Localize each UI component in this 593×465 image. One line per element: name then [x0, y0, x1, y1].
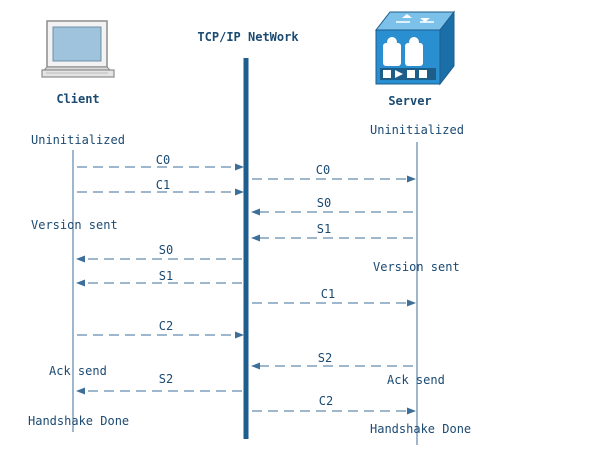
message-label: S2	[318, 351, 332, 365]
client-state-handshake-done: Handshake Done	[28, 414, 129, 428]
network-title: TCP/IP NetWork	[197, 30, 299, 44]
server-title: Server	[388, 94, 431, 108]
message-c0-client-to-network: C0	[77, 153, 244, 171]
message-label: C2	[159, 319, 173, 333]
message-label: C2	[319, 394, 333, 408]
message-s1-server-to-network: S1	[251, 222, 413, 242]
message-s2-network-to-client: S2	[76, 372, 242, 395]
message-s2-server-to-network: S2	[251, 351, 413, 370]
message-label: C0	[316, 163, 330, 177]
client-state-version-sent: Version sent	[31, 218, 118, 232]
message-label: S1	[317, 222, 331, 236]
client-state-ack-send: Ack send	[49, 364, 107, 378]
message-s0-server-to-network: S0	[251, 196, 413, 216]
message-c0-network-to-server: C0	[252, 163, 416, 183]
server-state-ack-send: Ack send	[387, 373, 445, 387]
computer-icon	[41, 20, 115, 78]
server-state-version-sent: Version sent	[373, 260, 460, 274]
message-c1-network-to-server: C1	[252, 287, 416, 307]
client-title: Client	[56, 92, 99, 106]
server-icon	[374, 10, 456, 86]
message-c2-client-to-network: C2	[77, 319, 244, 339]
server-state-uninitialized: Uninitialized	[370, 123, 464, 137]
server-state-handshake-done: Handshake Done	[370, 422, 471, 436]
message-c1-client-to-network: C1	[77, 178, 244, 196]
message-label: S1	[159, 269, 173, 283]
message-s0-network-to-client: S0	[76, 243, 242, 263]
message-label: C1	[321, 287, 335, 301]
message-label: C1	[156, 178, 170, 192]
client-state-uninitialized: Uninitialized	[31, 133, 125, 147]
message-s1-network-to-client: S1	[76, 269, 242, 287]
message-label: C0	[156, 153, 170, 167]
message-c2-network-to-server: C2	[252, 394, 416, 415]
message-label: S0	[159, 243, 173, 257]
message-label: S2	[159, 372, 173, 386]
message-label: S0	[317, 196, 331, 210]
